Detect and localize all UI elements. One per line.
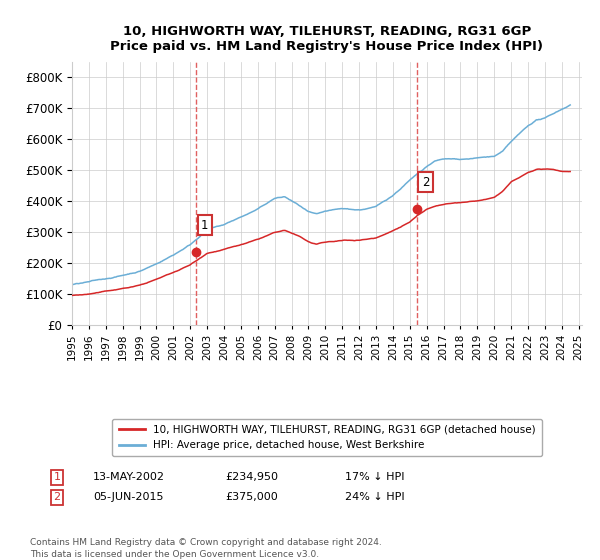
Text: 13-MAY-2002: 13-MAY-2002 [93, 472, 165, 482]
Text: 1: 1 [53, 472, 61, 482]
Legend: 10, HIGHWORTH WAY, TILEHURST, READING, RG31 6GP (detached house), HPI: Average p: 10, HIGHWORTH WAY, TILEHURST, READING, R… [112, 419, 542, 456]
Title: 10, HIGHWORTH WAY, TILEHURST, READING, RG31 6GP
Price paid vs. HM Land Registry': 10, HIGHWORTH WAY, TILEHURST, READING, R… [110, 26, 544, 54]
Text: 2: 2 [53, 492, 61, 502]
Text: 17% ↓ HPI: 17% ↓ HPI [345, 472, 404, 482]
Text: 1: 1 [201, 219, 209, 232]
Text: 05-JUN-2015: 05-JUN-2015 [93, 492, 163, 502]
Text: 24% ↓ HPI: 24% ↓ HPI [345, 492, 404, 502]
Text: £234,950: £234,950 [225, 472, 278, 482]
Text: £375,000: £375,000 [225, 492, 278, 502]
Text: Contains HM Land Registry data © Crown copyright and database right 2024.
This d: Contains HM Land Registry data © Crown c… [30, 538, 382, 559]
Text: 2: 2 [422, 175, 429, 189]
